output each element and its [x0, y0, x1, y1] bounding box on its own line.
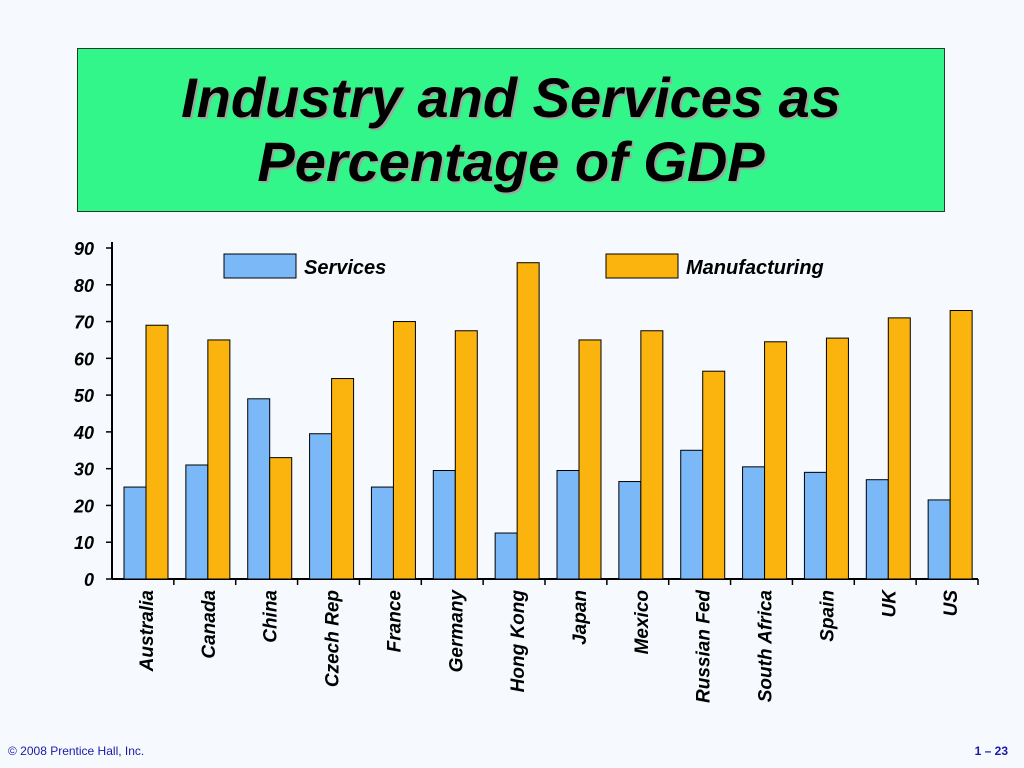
category-label: Japan — [570, 590, 591, 645]
category-label: US — [941, 590, 962, 617]
bar-manufacturing-us — [949, 310, 973, 580]
bar-services-japan — [556, 470, 580, 580]
bar-manufacturing-germany — [454, 330, 478, 580]
bar-manufacturing-france — [392, 321, 416, 580]
y-tick-label: 0 — [84, 570, 94, 590]
category-label: Hong Kong — [508, 590, 529, 693]
bar-manufacturing-china — [269, 457, 293, 580]
bar-services-canada — [185, 464, 209, 580]
legend-label-manufacturing: Manufacturing — [686, 257, 824, 279]
y-tick-label: 20 — [73, 496, 94, 516]
bar-services-germany — [432, 470, 456, 580]
bar-services-hong-kong — [494, 532, 518, 580]
y-tick-label: 10 — [74, 533, 94, 553]
bar-services-china — [247, 398, 271, 580]
y-tick-label: 50 — [74, 386, 94, 406]
bar-services-south-africa — [742, 466, 766, 580]
bar-manufacturing-hong-kong — [516, 262, 540, 580]
y-tick-label: 70 — [74, 313, 94, 333]
category-label: China — [261, 590, 282, 643]
bar-services-us — [927, 499, 951, 580]
legend-swatch-services — [223, 253, 297, 279]
legend-label-services: Services — [304, 257, 386, 279]
category-label: Australia — [137, 590, 158, 673]
category-label: Spain — [817, 590, 838, 642]
category-label: Mexico — [632, 590, 653, 654]
bar-services-russian-fed — [680, 449, 704, 580]
category-label: France — [384, 590, 405, 653]
category-label: South Africa — [756, 590, 777, 703]
y-tick-label: 40 — [73, 423, 94, 443]
bar-manufacturing-south-africa — [764, 341, 788, 580]
category-label: Czech Rep — [323, 590, 344, 687]
bar-services-mexico — [618, 481, 642, 580]
bar-services-uk — [865, 479, 889, 580]
bar-manufacturing-russian-fed — [702, 370, 726, 580]
y-tick-label: 30 — [74, 460, 94, 480]
copyright-text: © 2008 Prentice Hall, Inc. — [8, 744, 145, 758]
page-number: 1 – 23 — [974, 744, 1008, 758]
bar-manufacturing-uk — [887, 317, 911, 580]
bar-chart: 0 10 20 30 40 50 60 70 80 90 Australia Canada China… — [73, 239, 979, 703]
bar-services-australia — [123, 486, 147, 580]
category-labels: Australia Canada China Czech Rep France Germa… — [137, 589, 962, 703]
title-line-2: Percentage of GDP — [257, 130, 765, 193]
category-label: Russian Fed — [694, 590, 715, 703]
category-label: UK — [879, 589, 900, 618]
bar-manufacturing-canada — [207, 339, 231, 580]
y-tick-label: 80 — [74, 276, 94, 296]
legend-swatch-manufacturing — [605, 253, 679, 279]
chart-bars — [123, 262, 973, 580]
bar-services-czech-rep — [309, 433, 333, 580]
bar-services-france — [370, 486, 394, 580]
title-box: Industry and Services as Percentage of G… — [77, 48, 945, 212]
bar-manufacturing-czech-rep — [331, 378, 355, 580]
bar-services-spain — [803, 471, 827, 580]
bar-manufacturing-spain — [825, 337, 849, 580]
title-line-1: Industry and Services as — [181, 66, 841, 129]
bar-manufacturing-japan — [578, 339, 602, 580]
y-tick-label: 60 — [74, 349, 94, 369]
category-label: Germany — [446, 589, 467, 673]
y-tick-label: 90 — [74, 239, 94, 259]
chart-legend: Services Manufacturing — [223, 253, 824, 279]
bar-manufacturing-mexico — [640, 330, 664, 580]
category-label: Canada — [199, 590, 220, 659]
bar-manufacturing-australia — [145, 324, 169, 580]
